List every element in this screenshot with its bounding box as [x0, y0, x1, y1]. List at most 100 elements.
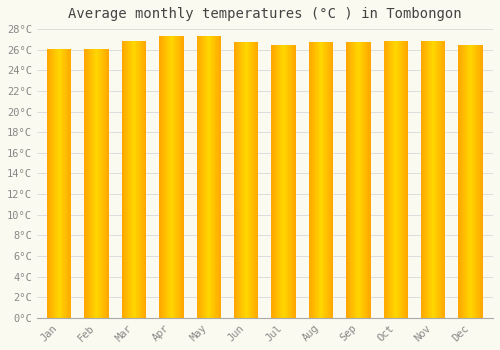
Bar — [182, 36, 183, 318]
Bar — [442, 41, 443, 318]
Bar — [482, 44, 483, 318]
Bar — [283, 44, 284, 318]
Bar — [282, 44, 283, 318]
Bar — [362, 42, 364, 318]
Bar — [256, 42, 257, 318]
Bar — [353, 42, 354, 318]
Bar — [173, 36, 174, 318]
Bar — [428, 41, 429, 318]
Bar — [435, 41, 436, 318]
Bar — [365, 42, 366, 318]
Bar — [100, 49, 102, 318]
Bar — [244, 42, 246, 318]
Bar — [390, 41, 391, 318]
Bar — [59, 49, 60, 318]
Bar — [355, 42, 356, 318]
Bar — [384, 41, 386, 318]
Bar — [160, 36, 161, 318]
Bar — [468, 44, 469, 318]
Bar — [310, 42, 312, 318]
Bar — [104, 49, 106, 318]
Bar — [284, 44, 285, 318]
Bar — [462, 44, 464, 318]
Bar — [432, 41, 433, 318]
Bar — [394, 41, 395, 318]
Bar — [161, 36, 162, 318]
Bar — [357, 42, 358, 318]
Bar — [317, 42, 318, 318]
Bar — [248, 42, 250, 318]
Bar — [108, 49, 109, 318]
Bar — [255, 42, 256, 318]
Bar — [183, 36, 184, 318]
Bar — [60, 49, 61, 318]
Bar — [434, 41, 435, 318]
Bar — [324, 42, 325, 318]
Bar — [139, 41, 140, 318]
Bar — [126, 41, 128, 318]
Bar — [47, 49, 48, 318]
Bar — [400, 41, 402, 318]
Bar — [172, 36, 173, 318]
Bar — [68, 49, 69, 318]
Bar — [443, 41, 444, 318]
Bar — [316, 42, 317, 318]
Bar — [135, 41, 136, 318]
Bar — [177, 36, 178, 318]
Bar — [321, 42, 322, 318]
Bar — [122, 41, 124, 318]
Bar — [130, 41, 131, 318]
Bar — [205, 36, 206, 318]
Bar — [477, 44, 478, 318]
Bar — [91, 49, 92, 318]
Bar — [399, 41, 400, 318]
Bar — [347, 42, 348, 318]
Bar — [278, 44, 279, 318]
Bar — [102, 49, 103, 318]
Bar — [312, 42, 313, 318]
Bar — [94, 49, 95, 318]
Bar — [51, 49, 52, 318]
Bar — [207, 36, 208, 318]
Bar — [84, 49, 86, 318]
Bar — [235, 42, 236, 318]
Bar — [136, 41, 138, 318]
Bar — [70, 49, 72, 318]
Bar — [55, 49, 56, 318]
Bar — [285, 44, 286, 318]
Bar — [277, 44, 278, 318]
Bar — [103, 49, 104, 318]
Bar — [438, 41, 439, 318]
Bar — [87, 49, 88, 318]
Bar — [288, 44, 290, 318]
Bar — [178, 36, 180, 318]
Bar — [351, 42, 352, 318]
Bar — [96, 49, 98, 318]
Bar — [440, 41, 442, 318]
Bar — [361, 42, 362, 318]
Bar — [422, 41, 424, 318]
Bar — [290, 44, 291, 318]
Bar — [212, 36, 213, 318]
Bar — [474, 44, 476, 318]
Bar — [368, 42, 369, 318]
Bar — [236, 42, 238, 318]
Bar — [107, 49, 108, 318]
Bar — [274, 44, 276, 318]
Bar — [309, 42, 310, 318]
Bar — [369, 42, 370, 318]
Bar — [472, 44, 473, 318]
Bar — [286, 44, 287, 318]
Bar — [220, 36, 221, 318]
Bar — [169, 36, 170, 318]
Bar — [326, 42, 328, 318]
Bar — [57, 49, 58, 318]
Bar — [314, 42, 316, 318]
Bar — [366, 42, 368, 318]
Bar — [217, 36, 218, 318]
Bar — [129, 41, 130, 318]
Bar — [473, 44, 474, 318]
Bar — [318, 42, 320, 318]
Bar — [247, 42, 248, 318]
Bar — [461, 44, 462, 318]
